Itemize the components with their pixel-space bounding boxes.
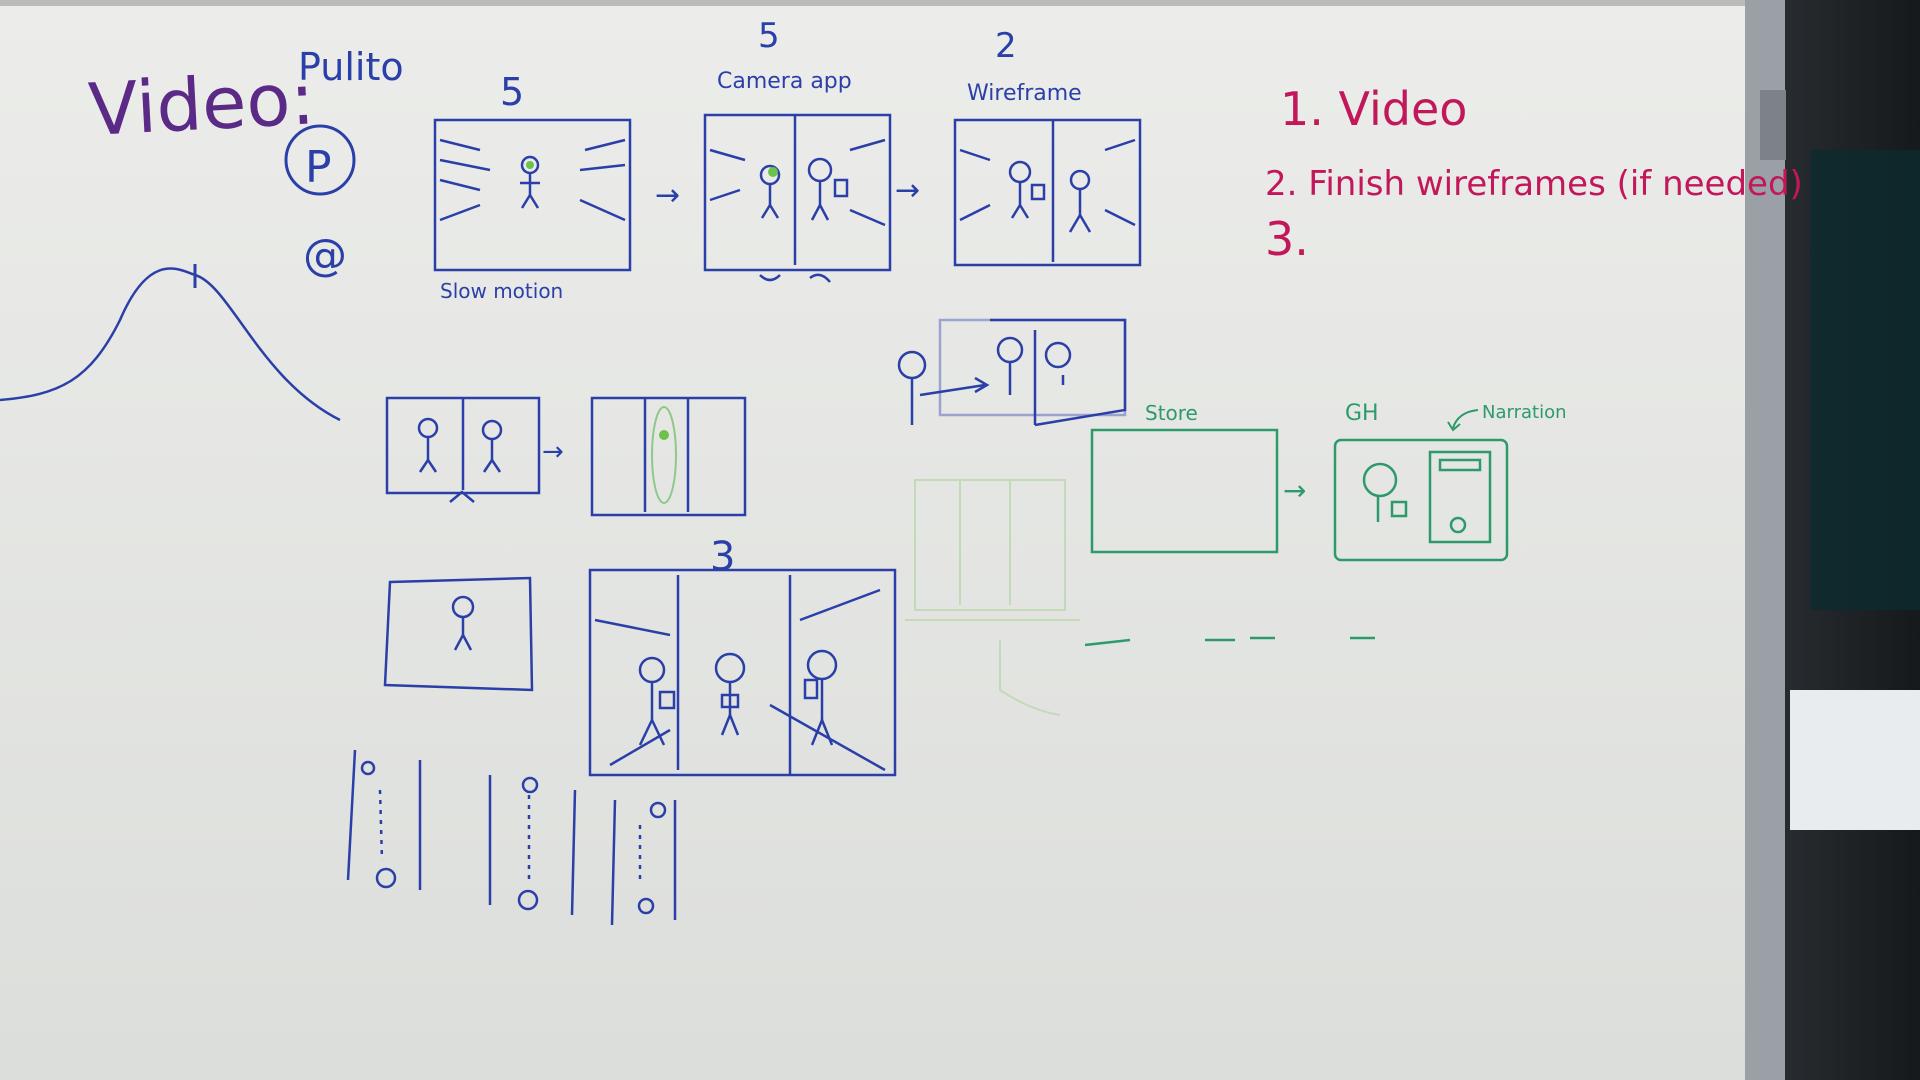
list-item-2: 2. Finish wireframes (if needed) [1265,164,1803,204]
table [1790,690,1920,830]
narration-arrow [1447,409,1479,432]
number-3: 3 [710,534,735,580]
board-title: Video: [86,56,316,152]
label-store: Store [1145,401,1198,425]
label-camera-app: Camera app [717,69,852,94]
frame-three-figures [588,568,897,777]
curve-graph [0,267,341,422]
label-wireframe: Wireframe [967,81,1082,106]
number-5-mid: 5 [758,16,780,56]
pinterest-icon [284,124,356,196]
arrow-2: → [895,173,920,208]
arrow-green: → [1283,474,1306,507]
frame-store [1090,428,1279,554]
green-dashes [1084,636,1375,647]
list-item-3: 3. [1265,212,1309,266]
label-slow-motion: Slow motion [440,279,563,303]
faint-sketch [905,479,1080,716]
green-dot-3 [659,430,669,440]
project-name: Pulito [298,45,404,89]
frame-three-panels [590,396,747,517]
frame-slow-motion [433,118,632,272]
frame-bracket [1760,90,1786,160]
green-ellipse [651,406,677,504]
whiteboard-frame [1745,0,1785,1080]
p-letter: P [305,142,332,193]
vertical-motion-sketches [346,749,677,926]
frame-wireframe [953,118,1142,267]
label-narration: Narration [1482,402,1567,423]
number-2: 2 [995,26,1017,66]
list-item-1: 1. Video [1280,82,1467,136]
arrow-3: → [542,437,564,467]
window [1810,150,1920,610]
frame-phone-transition [897,318,1127,427]
frame-split [385,396,541,503]
whiteboard-surface [0,0,1745,1080]
green-dot-2 [768,167,778,177]
frame-gh [1333,438,1509,562]
green-dot [526,161,534,169]
top-edge [0,0,1745,6]
label-gh: GH [1345,401,1379,426]
frame-camera-app [703,113,892,283]
frame-single-figure [383,576,534,692]
at-icon: @ [303,230,347,281]
arrow-1: → [655,178,680,213]
number-5-left: 5 [500,70,524,114]
